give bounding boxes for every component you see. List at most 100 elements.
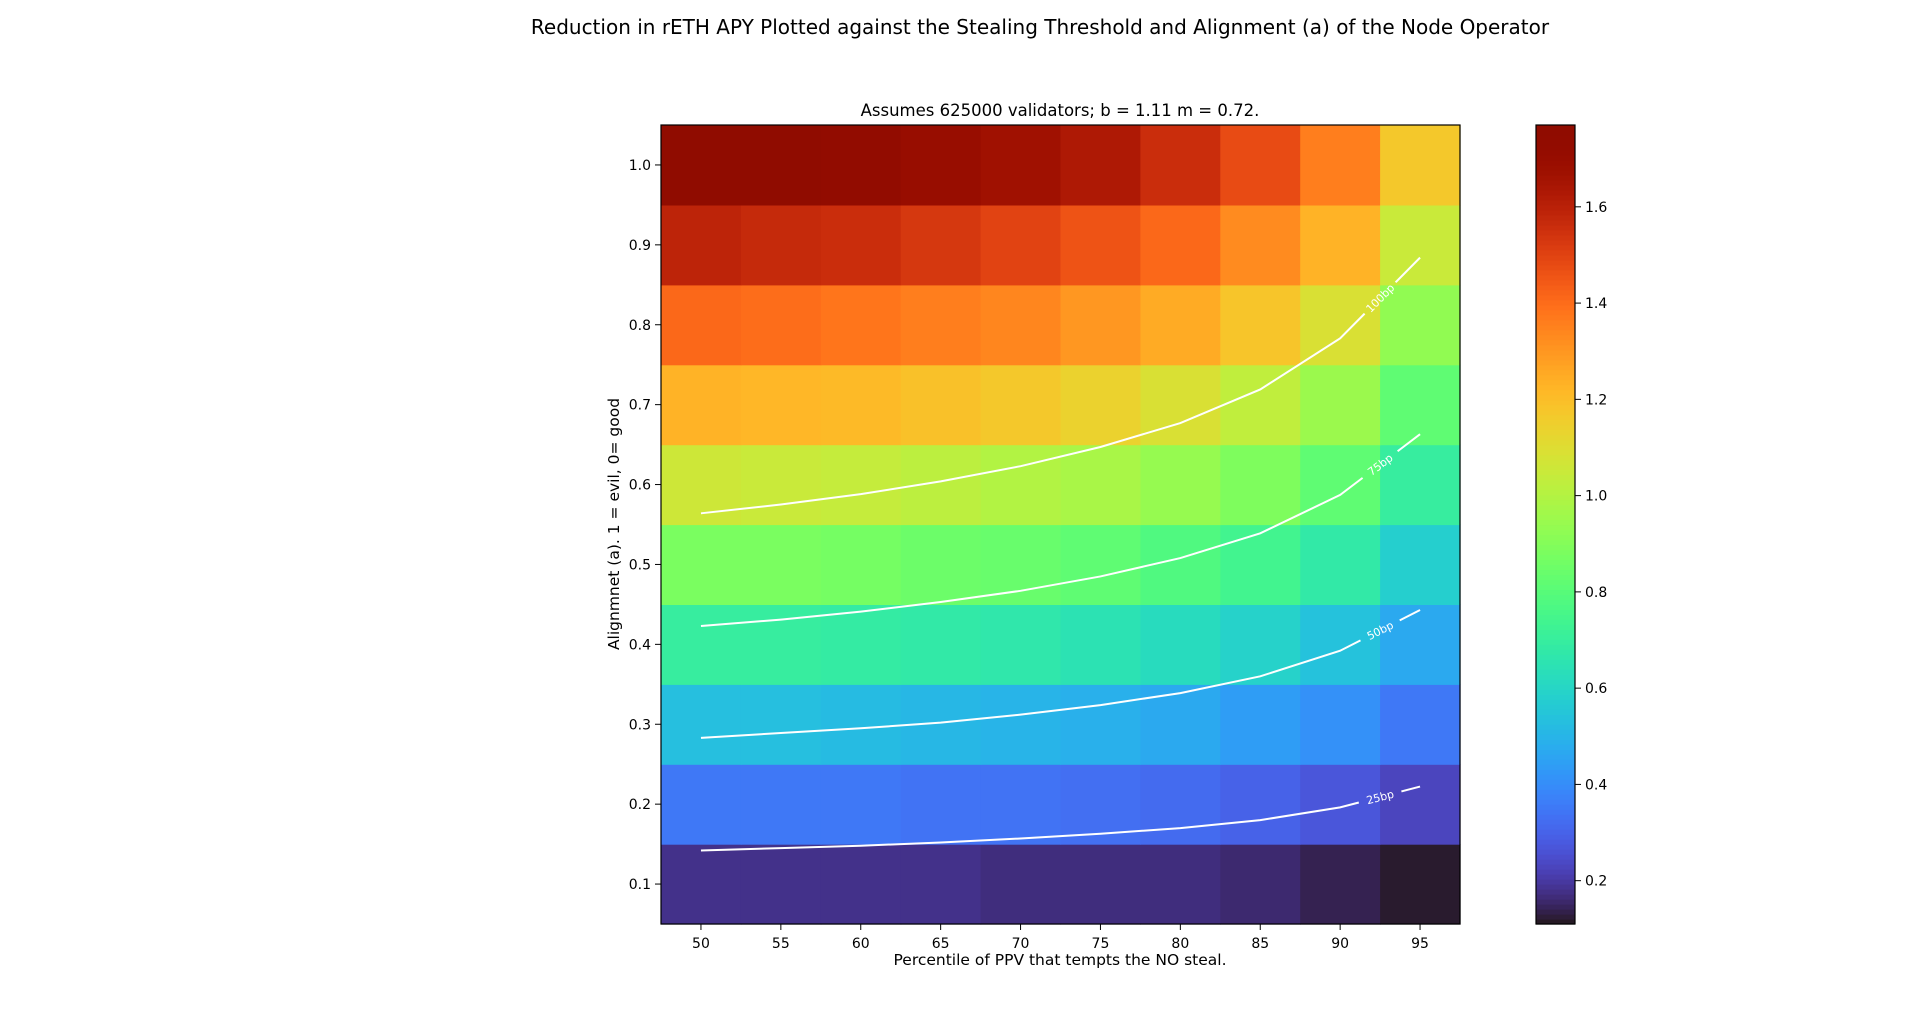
colorbar-segment: [1536, 449, 1575, 456]
colorbar-segment: [1536, 869, 1575, 875]
heatmap-cell: [740, 524, 822, 605]
heatmap-cell: [1060, 684, 1141, 765]
colorbar-segment: [1536, 234, 1575, 241]
colorbar-segment: [1536, 839, 1575, 845]
heatmap-cell: [1300, 844, 1381, 925]
heatmap-cell: [1220, 204, 1301, 286]
heatmap-cell: [980, 204, 1062, 286]
heatmap-cell: [1220, 125, 1301, 206]
plot-title: Assumes 625000 validators; b = 1.11 m = …: [861, 101, 1260, 120]
heatmap-cell: [1380, 204, 1461, 286]
colorbar-segment: [1536, 639, 1575, 645]
colorbar-segment: [1536, 774, 1575, 780]
heatmap-cell: [900, 764, 982, 845]
colorbar-segment: [1536, 919, 1575, 925]
heatmap-cell: [900, 284, 982, 366]
colorbar-segment: [1536, 125, 1575, 131]
colorbar-segment: [1536, 434, 1575, 441]
heatmap-cell: [1300, 364, 1381, 446]
x-tick-label: 90: [1331, 936, 1349, 952]
colorbar-segment: [1536, 419, 1575, 426]
colorbar-segment: [1536, 494, 1575, 501]
x-tick-label: 60: [852, 936, 870, 952]
colorbar-segment: [1536, 439, 1575, 446]
heatmap-cell: [820, 364, 902, 446]
y-tick-label: 0.7: [629, 398, 651, 414]
colorbar-segment: [1536, 489, 1575, 496]
heatmap-cell: [1300, 204, 1381, 286]
heatmap-cell: [820, 204, 902, 286]
colorbar-segment: [1536, 149, 1575, 156]
colorbar-segment: [1536, 759, 1575, 765]
colorbar-segment: [1536, 519, 1575, 526]
colorbar-segment: [1536, 684, 1575, 690]
colorbar-segment: [1536, 789, 1575, 795]
x-tick-label: 70: [1012, 936, 1030, 952]
heatmap-cell: [740, 764, 822, 845]
heatmap-cell: [1060, 604, 1141, 685]
colorbar-segment: [1536, 504, 1575, 511]
heatmap-cell: [1060, 284, 1141, 366]
colorbar-segment: [1536, 844, 1575, 850]
y-tick-label: 0.4: [629, 637, 651, 653]
colorbar-segment: [1536, 279, 1575, 286]
colorbar-segment: [1536, 169, 1575, 176]
heatmap-cell: [740, 844, 822, 925]
heatmap-cell: [1220, 364, 1301, 446]
colorbar-segment: [1536, 164, 1575, 171]
colorbar-segment: [1536, 499, 1575, 506]
colorbar-segment: [1536, 189, 1575, 196]
colorbar-tick-label: 0.4: [1585, 777, 1607, 793]
heatmap-cell: [740, 284, 822, 366]
colorbar-tick-label: 1.2: [1585, 392, 1607, 408]
colorbar-segment: [1536, 559, 1575, 566]
x-axis-label: Percentile of PPV that tempts the NO ste…: [893, 951, 1226, 969]
heatmap-cell: [661, 364, 742, 446]
y-axis-ticks: 0.1 0.2 0.3 0.4 0.5 0.6 0.7 0.8 0.9 1.0: [629, 158, 661, 893]
colorbar-segment: [1536, 324, 1575, 331]
colorbar-segment: [1536, 829, 1575, 835]
contour-line: [1397, 433, 1421, 453]
colorbar-segment: [1536, 269, 1575, 276]
colorbar-segment: [1536, 884, 1575, 890]
heatmap-cell: [900, 204, 982, 286]
heatmap-cell: [820, 604, 902, 685]
colorbar-segment: [1536, 134, 1575, 141]
colorbar-segment: [1536, 739, 1575, 745]
heatmap-cell: [1140, 604, 1221, 685]
colorbar-segment: [1536, 404, 1575, 411]
x-tick-label: 50: [692, 936, 710, 952]
colorbar-segment: [1536, 329, 1575, 336]
x-tick-label: 65: [932, 936, 950, 952]
heatmap-cell: [1060, 524, 1141, 605]
colorbar-segment: [1536, 714, 1575, 720]
colorbar-segment: [1536, 749, 1575, 755]
heatmap-cell: [1060, 204, 1141, 286]
heatmap-cell: [1300, 604, 1381, 685]
heatmap-cell: [1140, 125, 1221, 206]
colorbar-segment: [1536, 699, 1575, 705]
y-tick-label: 0.8: [629, 318, 651, 334]
heatmap-cell: [661, 764, 742, 845]
colorbar-segment: [1536, 889, 1575, 895]
heatmap-cell: [1220, 684, 1301, 765]
colorbar-segment: [1536, 879, 1575, 885]
heatmap-cell: [1060, 364, 1141, 446]
colorbar-segment: [1536, 909, 1575, 915]
contour-line: [700, 312, 1366, 515]
heatmap-cell: [820, 444, 902, 526]
colorbar-segment: [1536, 539, 1575, 546]
heatmap-cell: [661, 125, 742, 206]
colorbar-segment: [1536, 199, 1575, 206]
heatmap-cell: [1060, 844, 1141, 925]
colorbar-segment: [1536, 459, 1575, 466]
colorbar-segment: [1536, 294, 1575, 301]
colorbar-segment: [1536, 174, 1575, 181]
heatmap-cell: [1380, 604, 1461, 685]
heatmap-cell: [1220, 524, 1301, 605]
colorbar-segment: [1536, 554, 1575, 561]
colorbar-segment: [1536, 859, 1575, 865]
heatmap-cell: [1300, 444, 1381, 526]
heatmap-cell: [1060, 444, 1141, 526]
heatmap-cell: [1300, 284, 1381, 366]
